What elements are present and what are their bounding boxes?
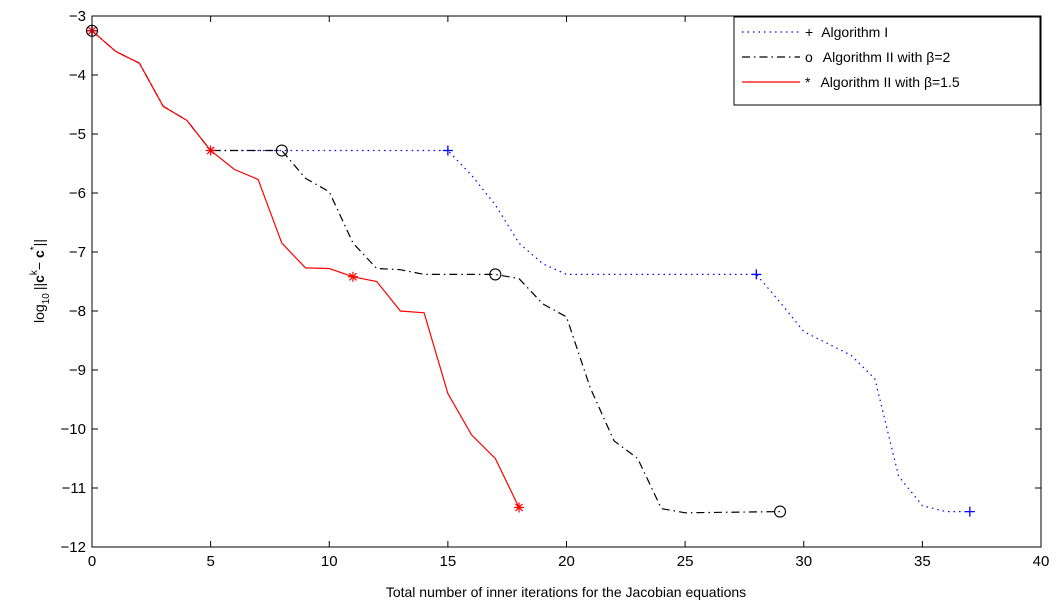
series-marker-0: [751, 269, 762, 280]
y-tick-label: −8: [69, 303, 86, 320]
ticks-layer: 0 5 10 15 20 25 30 35 40 −12 −11 −10 −9 −8 −7 −6 −5 −4 −3: [61, 8, 1050, 570]
x-tick-label: 20: [558, 553, 575, 570]
series-layer: [85, 24, 975, 518]
y-tick-label: −3: [69, 8, 86, 25]
y-label-sub: 10: [41, 293, 52, 305]
y-label-star: *: [29, 246, 40, 250]
x-tick-label: 10: [321, 553, 338, 570]
x-tick-label: 40: [1033, 553, 1050, 570]
y-tick-label: −11: [62, 480, 86, 497]
y-tick-label: −5: [69, 126, 86, 143]
y-label-norm-open: ||: [31, 283, 47, 290]
x-tick-label: 0: [88, 553, 96, 570]
x-tick-label: 15: [440, 553, 457, 570]
y-label-minus: −: [31, 258, 47, 270]
y-tick-label: −9: [69, 362, 86, 379]
series-line-2: [91, 30, 520, 508]
series-marker-2: [205, 145, 216, 156]
series-marker-1: [773, 505, 787, 518]
legend-box: [733, 16, 1041, 106]
legend: + Algorithm I o Algorithm II with β=2 * Alg…: [733, 16, 1041, 106]
y-tick-label: −4: [69, 67, 86, 84]
y-tick-label: −10: [61, 421, 86, 438]
y-axis-label: log10||ck− c*||: [29, 239, 52, 323]
series-line-0: [91, 30, 970, 513]
series-marker-2: [514, 502, 525, 513]
y-tick-label: −12: [61, 539, 86, 556]
svg-text:log10||ck− c*||: log10||ck− c*||: [29, 239, 52, 323]
legend-entry-algorithm-2-beta2: o Algorithm II with β=2: [805, 49, 951, 65]
y-tick-label: −6: [69, 185, 86, 202]
series-marker-0: [964, 506, 975, 517]
x-axis-label: Total number of inner iterations for the…: [386, 584, 746, 600]
x-tick-label: 30: [795, 553, 812, 570]
y-label-c2: c: [31, 250, 47, 258]
series-marker-2: [347, 271, 358, 282]
x-tick-label: 25: [677, 553, 694, 570]
y-label-c1: c: [31, 275, 47, 283]
legend-entry-algorithm-2-beta15: * Algorithm II with β=1.5: [805, 74, 960, 90]
legend-entry-algorithm-1: + Algorithm I: [805, 24, 888, 40]
x-tick-label: 5: [206, 553, 214, 570]
y-label-log: log: [31, 304, 47, 323]
x-tick-label: 35: [914, 553, 931, 570]
series-marker-1: [489, 268, 502, 281]
y-tick-label: −7: [69, 244, 86, 261]
series-marker-0: [442, 145, 453, 156]
series-marker-1: [275, 144, 288, 157]
y-label-norm-close: ||: [31, 239, 47, 246]
y-label-k: k: [29, 269, 40, 275]
